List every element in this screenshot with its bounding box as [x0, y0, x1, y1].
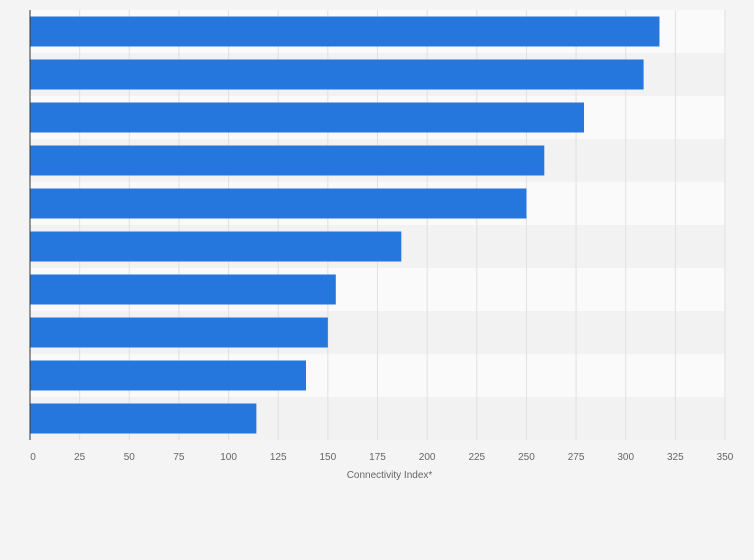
x-tick-label: 0	[30, 452, 36, 463]
bar	[30, 145, 545, 176]
bar	[30, 360, 307, 391]
bar	[30, 102, 585, 133]
bar	[30, 317, 328, 348]
x-tick-label: 200	[419, 452, 436, 463]
x-tick-label: 225	[468, 452, 485, 463]
x-axis-tick-labels: 0 25 50 75 100 125 150 175 200 225 250 275 300 325 350	[30, 452, 734, 463]
x-tick-label: 100	[220, 452, 237, 463]
x-tick-label: 325	[667, 452, 684, 463]
x-tick-label: 275	[568, 452, 585, 463]
bars	[30, 16, 660, 434]
x-tick-label: 75	[173, 452, 185, 463]
x-tick-label: 25	[74, 452, 86, 463]
bar	[30, 403, 257, 434]
bar	[30, 59, 644, 90]
bar	[30, 274, 336, 305]
x-tick-label: 250	[518, 452, 535, 463]
x-axis-title: Connectivity Index*	[347, 470, 433, 481]
x-tick-label: 350	[717, 452, 734, 463]
x-tick-label: 125	[270, 452, 287, 463]
bar	[30, 231, 402, 262]
x-tick-label: 175	[369, 452, 386, 463]
x-tick-label: 50	[124, 452, 136, 463]
x-tick-label: 300	[617, 452, 634, 463]
bar	[30, 16, 660, 47]
bar	[30, 188, 527, 219]
x-tick-label: 150	[320, 452, 337, 463]
